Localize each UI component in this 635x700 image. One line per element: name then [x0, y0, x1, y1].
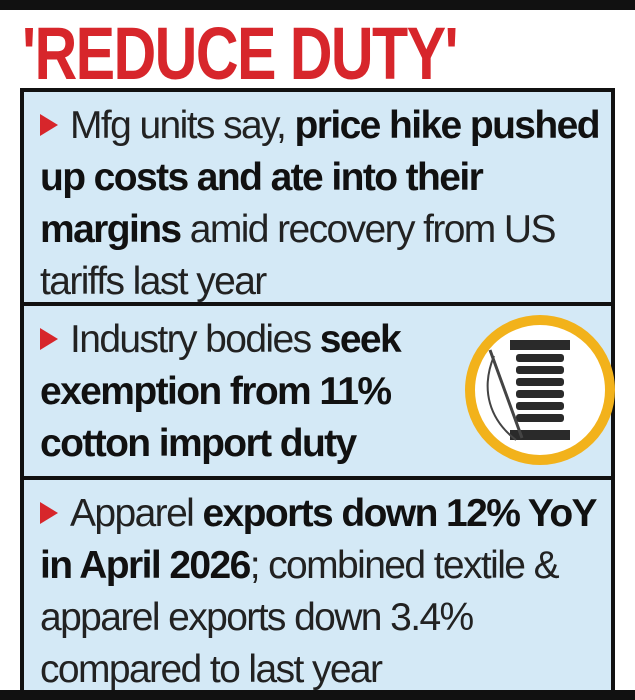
bullet-panel: Apparel exports down 12% YoY in April 20… — [24, 480, 611, 691]
bullet-arrow — [40, 502, 58, 524]
text: amid recovery from US tariffs last year — [40, 208, 557, 303]
top-bar — [0, 0, 635, 10]
bold-text: exports down 12% YoY in April 2026 — [40, 492, 597, 587]
text: ; combined textile & apparel exports dow… — [40, 544, 560, 691]
bottom-bar — [0, 690, 635, 700]
bullet-arrow — [40, 328, 58, 350]
title: 'REDUCE DUTY' — [22, 12, 459, 95]
bullet-arrow — [40, 114, 58, 136]
separator — [20, 88, 615, 92]
separator — [20, 302, 615, 306]
bold-text: seek exemption from 11% cotton import du… — [40, 318, 402, 465]
text: Industry bodies — [70, 318, 320, 361]
bullet-panel: Mfg units say, price hike pushed up cost… — [24, 92, 611, 303]
text: Mfg units say, — [70, 104, 295, 147]
text: Apparel — [70, 492, 203, 535]
thread-icon — [465, 315, 615, 465]
bold-text: price hike pushed up costs and ate into … — [40, 104, 601, 251]
separator — [20, 476, 615, 480]
